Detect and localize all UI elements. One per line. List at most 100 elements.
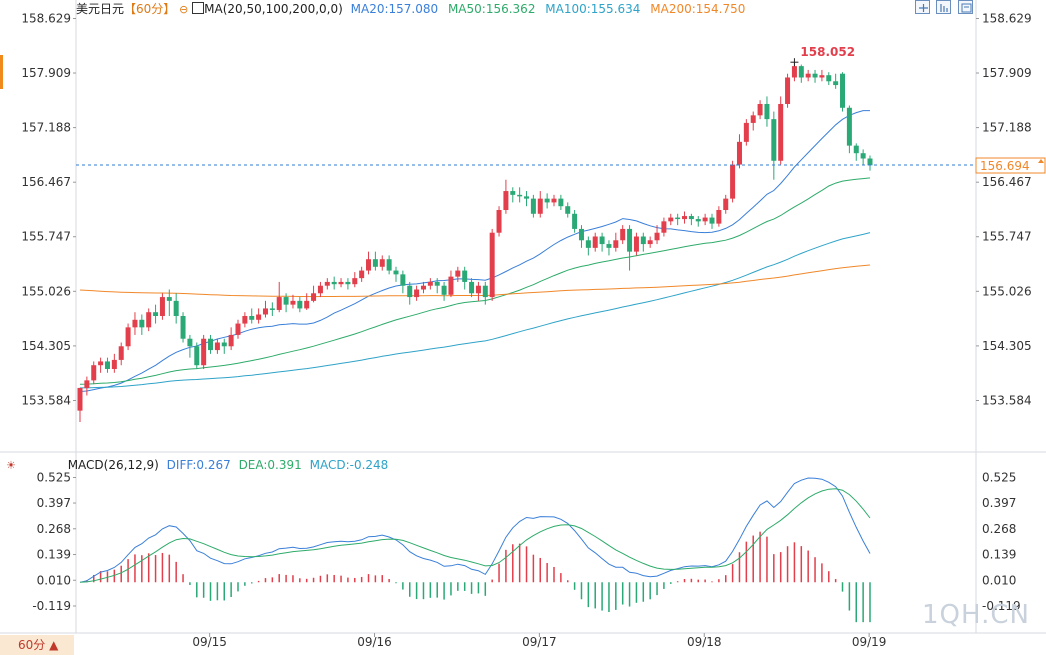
fullscreen-button[interactable] <box>958 0 973 14</box>
macd-tick-label: -0.119 <box>982 599 1021 613</box>
date-tick-label: 09/17 <box>522 635 557 649</box>
price-tick-label: 157.909 <box>982 66 1032 80</box>
candles: 156.694 158.052 <box>76 45 1046 423</box>
candle-body <box>661 221 667 233</box>
candle-body <box>180 315 186 339</box>
candle-body <box>228 334 234 347</box>
candle-body <box>709 217 715 224</box>
candle-body <box>503 191 509 210</box>
date-tick-label: 09/16 <box>357 635 392 649</box>
candle-body <box>352 278 358 285</box>
candle-body <box>633 236 639 252</box>
price-tick-label: 153.584 <box>982 394 1032 408</box>
price-tick-label: 157.188 <box>21 121 71 135</box>
period-selector-button[interactable]: 60分 ▲ <box>0 635 74 655</box>
candle-body <box>640 236 646 245</box>
dea-value: DEA:0.391 <box>238 458 302 472</box>
macd-tick-label: 0.010 <box>37 573 71 587</box>
price-header: 美元日元【60分】 ⊖ MA(20,50,100,200,0,0) MA20:1… <box>76 1 745 17</box>
candle-body <box>572 213 578 229</box>
candle-body <box>702 217 708 222</box>
candle-body <box>736 141 742 165</box>
candle-body <box>290 300 296 305</box>
candle-body <box>805 73 811 78</box>
price-arrow-icon <box>1038 159 1044 164</box>
candle-body <box>317 285 323 294</box>
candle-body <box>558 198 564 207</box>
zoom-in-button[interactable] <box>915 0 930 14</box>
candle-body <box>524 196 530 199</box>
candle-body <box>379 259 385 267</box>
candle-body <box>627 228 633 252</box>
indicator-icon[interactable] <box>192 2 205 14</box>
macd-sun-icon[interactable]: ☀ <box>6 459 16 472</box>
candle-body <box>201 338 207 366</box>
ma100-line <box>80 232 871 389</box>
candle-body <box>297 300 303 309</box>
candle-body <box>420 285 426 290</box>
ma20-value: MA20:157.080 <box>350 2 439 16</box>
candle-body <box>578 228 584 241</box>
left-accent-marker <box>0 55 3 89</box>
macd-header: ☀ MACD(26,12,9) DIFF:0.267 DEA:0.391 MAC… <box>6 458 388 473</box>
diff-line <box>79 477 871 583</box>
candle-body <box>386 259 392 271</box>
candle-body <box>269 308 275 310</box>
price-tick-label: 154.305 <box>982 339 1032 353</box>
candle-body <box>469 281 475 294</box>
candle-body <box>791 66 797 78</box>
candle-body <box>551 198 557 203</box>
candle-body <box>482 285 488 298</box>
ma100-value: MA100:155.634 <box>545 2 641 16</box>
candle-body <box>833 81 839 86</box>
candle-body <box>544 198 550 203</box>
candle-body <box>757 103 763 116</box>
candle-body <box>146 312 152 328</box>
price-tick-label: 156.467 <box>21 175 71 189</box>
candle-body <box>750 115 756 123</box>
candle-body <box>688 216 694 220</box>
candle-body <box>530 198 536 214</box>
price-tick-label: 156.467 <box>982 175 1032 189</box>
candle-body <box>441 285 447 295</box>
candle-body <box>840 73 846 108</box>
candle-body <box>764 103 770 120</box>
macd-tick-label: 0.397 <box>37 496 71 510</box>
candle-body <box>448 276 454 295</box>
macd-params-label: MACD(26,12,9) <box>67 458 159 472</box>
candle-body <box>517 194 523 197</box>
price-tick-label: 157.188 <box>982 121 1032 135</box>
settings-icon[interactable]: ⊖ <box>179 3 189 16</box>
candle-body <box>819 75 825 78</box>
candle-body <box>173 300 179 316</box>
candle-body <box>276 297 282 310</box>
candle-body <box>853 145 859 154</box>
candle-body <box>599 236 605 245</box>
macd-tick-label: -0.119 <box>32 599 71 613</box>
candle-body <box>592 236 598 248</box>
candle-body <box>132 319 138 328</box>
axes: 158.629 158.629 157.909 157.909 157.188 157.1… <box>21 12 1031 650</box>
ma50-value: MA50:156.362 <box>447 2 536 16</box>
candle-body <box>400 274 406 286</box>
candle-body <box>118 346 124 360</box>
price-tick-label: 155.747 <box>21 230 71 244</box>
candle-body <box>427 281 433 286</box>
candle-body <box>366 259 372 271</box>
macd-tick-label: 0.010 <box>982 573 1016 587</box>
price-tick-label: 153.584 <box>21 394 71 408</box>
candle-body <box>208 338 214 351</box>
macd-value: MACD:-0.248 <box>309 458 389 472</box>
current-price-box <box>975 157 1046 174</box>
price-tick-label: 155.026 <box>982 284 1032 298</box>
zoom-out-button[interactable] <box>936 0 951 14</box>
candle-body <box>256 314 262 320</box>
candle-body <box>654 232 660 241</box>
current-price-label: 156.694 <box>980 159 1030 173</box>
candle-body <box>338 281 344 285</box>
period-label[interactable]: 【60分】 <box>124 2 176 16</box>
candle-body <box>187 338 193 347</box>
candle-body <box>345 281 351 285</box>
macd-tick-label: 0.139 <box>982 548 1016 562</box>
candle-body <box>214 342 220 351</box>
